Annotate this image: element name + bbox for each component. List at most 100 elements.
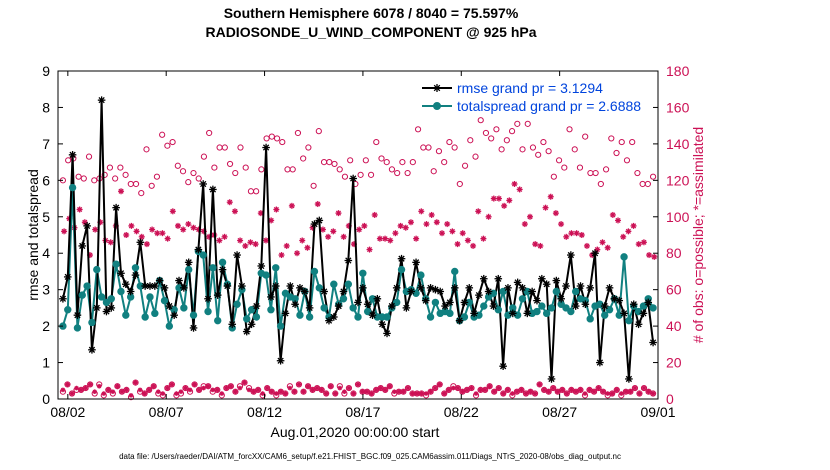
obs-assimilated-point [573,230,580,237]
obs-assimilated-point [646,252,653,259]
obs-low-possible-point [531,390,539,397]
obs-low-possible-point [87,381,94,388]
obs-possible-point [75,173,82,180]
rmse-point [180,284,188,292]
legend-rmse-label: rmse grand pr = 3.1294 [457,80,603,96]
obs-possible-point [143,146,150,153]
obs-possible-point [200,153,208,160]
totalspread-point [542,309,551,318]
obs-possible-point [404,169,411,177]
obs-low-assimilated-point [469,385,474,391]
obs-low-possible-point [295,381,303,388]
rmse-point [629,300,638,309]
rmse-point [223,282,232,290]
obs-low-assimilated-point [619,391,624,396]
rmse-point [83,222,91,230]
rmse-point [571,302,580,310]
rmse-point [194,245,203,254]
obs-low-possible-point [649,390,657,397]
totalspread-point [567,307,575,316]
totalspread-point [204,307,212,316]
obs-low-possible-point [486,383,493,390]
legend-box [418,77,650,115]
obs-possible-point [106,164,114,171]
obs-possible-point [566,126,573,133]
obs-possible-point [378,155,385,162]
rmse-point [330,313,338,321]
obs-assimilated-point [231,208,238,215]
obs-low-possible-point [545,388,552,395]
obs-possible-point [461,162,469,169]
obs-low-possible-point [577,386,584,393]
rmse-point [600,302,609,310]
obs-low-assimilated-point [455,385,461,391]
obs-low-assimilated-point [510,391,515,396]
rmse-point [271,282,280,290]
rmse-point [363,300,372,309]
y-tick-label: 6 [42,172,50,188]
obs-low-assimilated-point [478,387,483,393]
obs-low-assimilated-point [87,382,93,387]
rmse-point [494,274,503,283]
obs-assimilated-point [387,237,394,244]
obs-possible-point [331,160,338,168]
obs-assimilated-point [407,219,414,226]
totalspread-point [533,307,541,316]
obs-possible-point [435,148,443,155]
obs-low-assimilated-point [373,387,379,393]
totalspread-point [310,267,319,276]
obs-low-assimilated-point [314,385,320,391]
obs-assimilated-point [521,221,528,228]
obs-assimilated-point [532,241,539,248]
totalspread-point [73,324,82,332]
totalspread-point [78,291,86,299]
obs-low-possible-point [205,383,212,390]
rmse-point [615,296,624,305]
rmse-point [518,284,527,292]
rmse-point [238,282,246,290]
obs-possible-point [216,144,223,151]
obs-possible-point [545,148,552,155]
totalspread-point [68,183,77,192]
obs-low-assimilated-point [65,382,70,387]
obs-assimilated-point [511,180,518,187]
totalspread-point [363,307,372,316]
obs-low-possible-point [268,388,275,395]
rmse-point [102,307,111,316]
obs-low-possible-point [382,386,389,393]
rmse-point [228,320,237,329]
rmse-point [436,287,445,296]
obs-low-assimilated-point [623,389,629,395]
rmse-point [397,254,406,263]
obs-low-possible-point [255,386,262,393]
obs-assimilated-point [278,252,285,259]
obs-low-possible-point [327,383,334,390]
obs-assimilated-point [340,233,347,240]
obs-possible-point [326,159,333,166]
obs-possible-point [613,149,620,157]
obs-low-possible-point [68,390,76,397]
obs-low-assimilated-point [287,385,293,391]
obs-low-possible-point [318,386,325,393]
obs-low-possible-point [132,379,139,386]
obs-assimilated-point [428,211,435,218]
obs-low-assimilated-point [342,389,347,395]
obs-possible-point [310,182,317,189]
obs-possible-point [399,159,406,166]
x-tick-label: 08/22 [444,404,479,420]
rmse-point [242,327,251,336]
obs-low-assimilated-point [514,389,520,395]
rmse-point [460,298,469,307]
totalspread-point [180,304,188,312]
obs-low-assimilated-point [187,387,193,393]
totalspread-point [586,315,594,323]
obs-low-assimilated-point [369,391,374,396]
rmse-point [213,291,222,299]
obs-possible-point [221,144,228,151]
obs-low-assimilated-point [128,393,134,398]
rmse-point [209,185,217,194]
obs-low-possible-point [141,390,148,397]
totalspread-point [480,302,488,310]
totalspread-point [499,287,507,296]
obs-possible-point [127,180,134,188]
